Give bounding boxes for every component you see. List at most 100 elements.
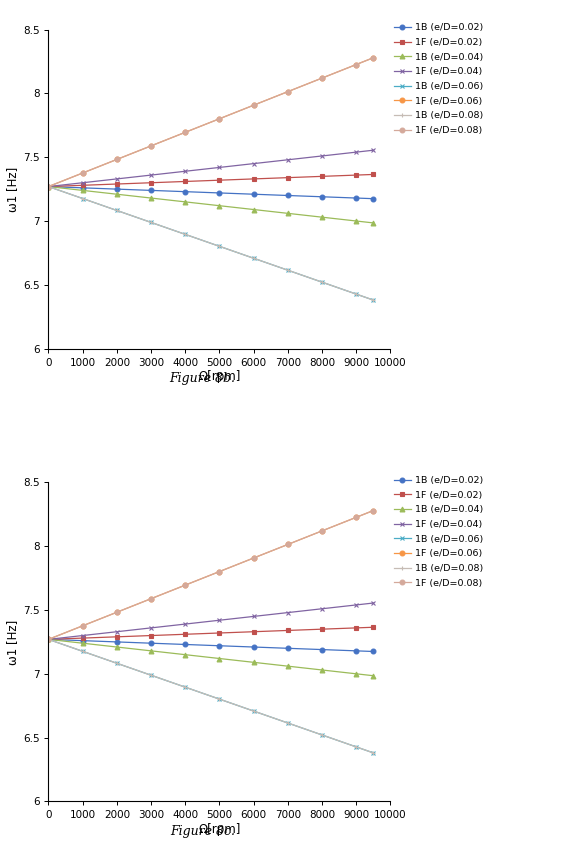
- 1F (e/D=0.02): [79, 633, 86, 643]
- 1F (e/D=0.08): [45, 181, 52, 192]
- 1F (e/D=0.02): [182, 176, 189, 187]
- 1B (e/D=0.08): [79, 193, 86, 204]
- 1F (e/D=0.08): [113, 154, 120, 165]
- 1F (e/D=0.06): [250, 553, 257, 563]
- 1B (e/D=0.06): [284, 718, 291, 728]
- 1F (e/D=0.02): [113, 179, 120, 189]
- 1F (e/D=0.08): [216, 566, 223, 577]
- 1F (e/D=0.06): [284, 539, 291, 550]
- 1F (e/D=0.02): [319, 171, 325, 181]
- 1B (e/D=0.02): [370, 193, 377, 204]
- 1B (e/D=0.08): [250, 254, 257, 264]
- 1F (e/D=0.02): [250, 174, 257, 184]
- 1B (e/D=0.06): [319, 730, 325, 740]
- 1B (e/D=0.02): [353, 646, 360, 656]
- 1F (e/D=0.06): [216, 114, 223, 124]
- Y-axis label: ω1 [Hz]: ω1 [Hz]: [6, 166, 19, 212]
- 1B (e/D=0.02): [250, 189, 257, 199]
- 1F (e/D=0.08): [216, 114, 223, 124]
- 1B (e/D=0.02): [45, 634, 52, 644]
- Legend: 1B (e/D=0.02), 1F (e/D=0.02), 1B (e/D=0.04), 1F (e/D=0.04), 1B (e/D=0.06), 1F (e: 1B (e/D=0.02), 1F (e/D=0.02), 1B (e/D=0.…: [394, 476, 483, 588]
- Line: 1F (e/D=0.02): 1F (e/D=0.02): [46, 172, 376, 189]
- 1F (e/D=0.06): [113, 607, 120, 617]
- 1F (e/D=0.06): [148, 141, 154, 151]
- 1F (e/D=0.04): [370, 145, 377, 155]
- 1B (e/D=0.08): [216, 241, 223, 251]
- 1B (e/D=0.06): [45, 181, 52, 192]
- 1B (e/D=0.08): [148, 670, 154, 680]
- 1F (e/D=0.06): [79, 621, 86, 631]
- 1F (e/D=0.02): [113, 632, 120, 642]
- 1B (e/D=0.08): [113, 205, 120, 215]
- 1F (e/D=0.08): [182, 127, 189, 137]
- 1F (e/D=0.02): [216, 628, 223, 638]
- 1F (e/D=0.06): [319, 526, 325, 536]
- 1B (e/D=0.08): [45, 181, 52, 192]
- 1B (e/D=0.04): [353, 216, 360, 226]
- 1B (e/D=0.06): [353, 289, 360, 299]
- Text: Figure 8b.: Figure 8b.: [169, 372, 235, 385]
- 1B (e/D=0.04): [79, 186, 86, 196]
- 1B (e/D=0.02): [79, 635, 86, 645]
- 1F (e/D=0.04): [250, 159, 257, 169]
- 1B (e/D=0.08): [370, 295, 377, 305]
- Line: 1B (e/D=0.04): 1B (e/D=0.04): [46, 637, 376, 678]
- 1F (e/D=0.04): [250, 611, 257, 622]
- 1F (e/D=0.06): [353, 59, 360, 70]
- 1B (e/D=0.04): [319, 212, 325, 222]
- 1B (e/D=0.02): [182, 187, 189, 197]
- 1B (e/D=0.06): [113, 205, 120, 215]
- 1B (e/D=0.02): [319, 644, 325, 655]
- Line: 1F (e/D=0.08): 1F (e/D=0.08): [46, 55, 376, 189]
- 1B (e/D=0.04): [182, 650, 189, 660]
- 1F (e/D=0.04): [319, 151, 325, 161]
- 1F (e/D=0.02): [148, 630, 154, 640]
- 1B (e/D=0.08): [370, 748, 377, 758]
- 1F (e/D=0.08): [353, 59, 360, 70]
- 1B (e/D=0.08): [79, 646, 86, 656]
- 1F (e/D=0.08): [284, 539, 291, 550]
- 1F (e/D=0.08): [250, 100, 257, 110]
- 1F (e/D=0.08): [45, 634, 52, 644]
- 1B (e/D=0.06): [182, 682, 189, 692]
- 1F (e/D=0.04): [216, 615, 223, 625]
- 1B (e/D=0.02): [45, 181, 52, 192]
- Line: 1F (e/D=0.06): 1F (e/D=0.06): [46, 508, 376, 642]
- 1F (e/D=0.04): [319, 604, 325, 614]
- Line: 1B (e/D=0.02): 1B (e/D=0.02): [46, 184, 376, 201]
- 1F (e/D=0.04): [148, 622, 154, 633]
- 1B (e/D=0.08): [353, 742, 360, 752]
- 1B (e/D=0.08): [284, 265, 291, 276]
- 1B (e/D=0.06): [319, 277, 325, 287]
- Line: 1B (e/D=0.06): 1B (e/D=0.06): [46, 184, 376, 303]
- 1B (e/D=0.04): [250, 204, 257, 215]
- Line: 1F (e/D=0.04): 1F (e/D=0.04): [46, 600, 376, 642]
- 1F (e/D=0.06): [45, 181, 52, 192]
- 1F (e/D=0.04): [284, 607, 291, 617]
- 1F (e/D=0.04): [216, 162, 223, 172]
- 1F (e/D=0.04): [370, 598, 377, 608]
- 1B (e/D=0.06): [370, 295, 377, 305]
- 1F (e/D=0.02): [182, 629, 189, 639]
- 1B (e/D=0.06): [216, 241, 223, 251]
- 1F (e/D=0.02): [319, 624, 325, 634]
- 1B (e/D=0.02): [370, 646, 377, 656]
- 1B (e/D=0.02): [182, 639, 189, 650]
- 1F (e/D=0.02): [284, 172, 291, 182]
- 1F (e/D=0.08): [79, 168, 86, 178]
- 1B (e/D=0.04): [182, 197, 189, 207]
- 1B (e/D=0.06): [148, 217, 154, 227]
- 1B (e/D=0.04): [370, 218, 377, 228]
- 1B (e/D=0.06): [148, 670, 154, 680]
- 1F (e/D=0.06): [370, 505, 377, 516]
- 1F (e/D=0.02): [250, 627, 257, 637]
- 1F (e/D=0.08): [319, 73, 325, 83]
- 1F (e/D=0.06): [79, 168, 86, 178]
- Line: 1F (e/D=0.04): 1F (e/D=0.04): [46, 148, 376, 189]
- Y-axis label: ω1 [Hz]: ω1 [Hz]: [6, 619, 19, 665]
- 1B (e/D=0.02): [148, 638, 154, 648]
- 1F (e/D=0.08): [353, 512, 360, 522]
- 1F (e/D=0.04): [79, 177, 86, 187]
- 1B (e/D=0.04): [113, 189, 120, 199]
- Legend: 1B (e/D=0.02), 1F (e/D=0.02), 1B (e/D=0.04), 1F (e/D=0.04), 1B (e/D=0.06), 1F (e: 1B (e/D=0.02), 1F (e/D=0.02), 1B (e/D=0.…: [394, 23, 483, 135]
